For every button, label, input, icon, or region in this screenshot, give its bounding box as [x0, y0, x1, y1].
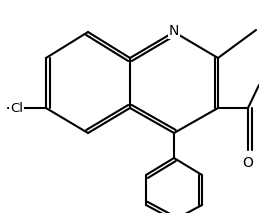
- Text: N: N: [169, 24, 179, 38]
- Text: O: O: [243, 156, 254, 170]
- Text: Cl: Cl: [10, 102, 23, 115]
